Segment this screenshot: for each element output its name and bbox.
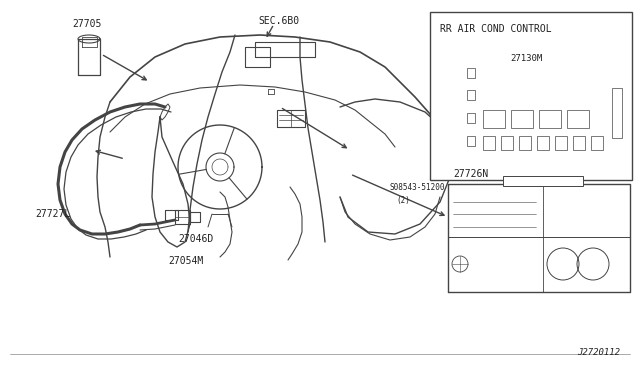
Bar bbox=[467, 68, 475, 78]
Bar bbox=[539, 110, 561, 128]
Bar bbox=[511, 110, 533, 128]
Bar bbox=[591, 136, 603, 150]
Bar bbox=[430, 12, 632, 180]
Bar bbox=[555, 136, 567, 150]
Text: 27727L: 27727L bbox=[35, 209, 70, 219]
Bar bbox=[503, 176, 583, 186]
Text: 27130M: 27130M bbox=[510, 54, 542, 63]
Text: J2720112: J2720112 bbox=[577, 348, 620, 357]
Bar bbox=[537, 136, 549, 150]
Bar bbox=[501, 136, 513, 150]
Bar bbox=[467, 113, 475, 123]
Text: 27726N: 27726N bbox=[453, 169, 488, 179]
Bar bbox=[573, 136, 585, 150]
Bar bbox=[467, 90, 475, 100]
Bar bbox=[612, 88, 622, 138]
Bar bbox=[567, 110, 589, 128]
Bar bbox=[467, 136, 475, 146]
Text: 27046D: 27046D bbox=[178, 234, 213, 244]
Text: S08543-51200: S08543-51200 bbox=[390, 183, 445, 192]
Text: 27054M: 27054M bbox=[168, 256, 204, 266]
Bar bbox=[519, 136, 531, 150]
Bar bbox=[483, 136, 495, 150]
Text: 27705: 27705 bbox=[72, 19, 101, 29]
Text: (2): (2) bbox=[396, 196, 410, 205]
Text: SEC.6B0: SEC.6B0 bbox=[258, 16, 299, 26]
Bar bbox=[483, 110, 505, 128]
Text: RR AIR COND CONTROL: RR AIR COND CONTROL bbox=[440, 24, 552, 34]
